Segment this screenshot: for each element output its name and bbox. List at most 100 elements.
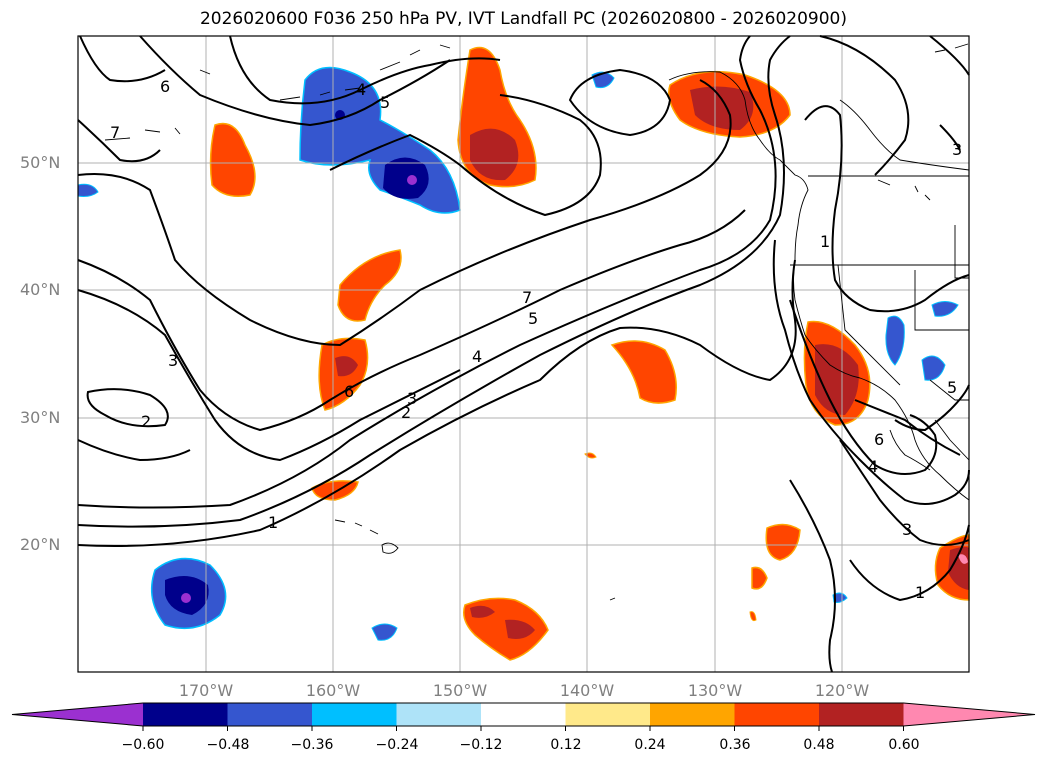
contour-label: 5	[528, 309, 538, 328]
contour-line	[77, 119, 161, 163]
contour-label: 5	[947, 378, 957, 397]
anomaly-blob-positive	[765, 523, 801, 561]
anomaly-core-negative	[181, 593, 191, 603]
anomaly-core-positive	[470, 605, 495, 618]
anomaly-core-positive	[470, 128, 519, 181]
lon-label-130w: 130°W	[687, 681, 743, 700]
contour-label: 4	[472, 347, 482, 366]
anomaly-core-negative	[383, 157, 429, 199]
contour-line	[77, 209, 746, 432]
contour-label: 7	[110, 123, 120, 142]
map-title: 2026020600 F036 250 hPa PV, IVT Landfall…	[199, 9, 847, 29]
contour-label: 7	[522, 288, 532, 307]
colorbar-extend-max	[903, 703, 1035, 726]
colorbar-cell	[650, 703, 735, 726]
anomaly-core-positive	[335, 356, 358, 377]
colorbar-extend-min	[12, 703, 143, 726]
contour-label: 2	[401, 403, 411, 422]
lon-label-160w: 160°W	[305, 681, 361, 700]
anomaly-blob-positive	[751, 566, 768, 590]
anomaly-blob-negative	[931, 301, 959, 317]
contour-label: 6	[160, 77, 170, 96]
anomaly-blob-positive	[209, 122, 256, 197]
contour-line	[77, 35, 777, 509]
colorbar-tick: 0.60	[888, 737, 920, 753]
anomaly-blob-positive	[584, 452, 597, 459]
anomaly-core-negative	[407, 175, 417, 185]
colorbar-cell	[227, 703, 313, 726]
contour-line	[789, 299, 938, 475]
contour-line	[139, 35, 451, 127]
contour-line	[894, 384, 970, 432]
colorbar-tick: −0.48	[206, 737, 250, 753]
anomaly-blob-positive	[610, 340, 677, 404]
anomaly-blob-negative	[77, 183, 99, 197]
contour-line	[804, 105, 970, 313]
contour-line	[929, 35, 970, 76]
pv-anomaly-shading	[77, 46, 970, 661]
contour-line	[86, 388, 169, 428]
lat-label-20n: 20°N	[20, 535, 61, 554]
anomaly-core-positive	[690, 86, 754, 130]
pv-contours	[77, 35, 970, 673]
colorbar-tick: −0.24	[375, 737, 419, 753]
lon-label-120w: 120°W	[814, 681, 870, 700]
contour-label: 4	[356, 80, 366, 99]
anomaly-blob-negative	[832, 592, 848, 603]
colorbar-tick: −0.60	[121, 737, 165, 753]
contour-label: 1	[820, 232, 830, 251]
contour-line	[849, 524, 970, 602]
contour-line	[939, 124, 961, 151]
lon-label-150w: 150°W	[432, 681, 488, 700]
contour-line	[329, 94, 602, 217]
lat-label-30n: 30°N	[20, 408, 61, 427]
lon-label-140w: 140°W	[559, 681, 615, 700]
colorbar-cell	[565, 703, 651, 726]
colorbar-tick: −0.12	[459, 737, 503, 753]
coastlines	[104, 43, 970, 601]
contour-labels: 7 6 4 5 3 2 7 5 4 3 2 1 6 1 4 6 5 3 1 3	[110, 77, 962, 602]
contour-line	[568, 68, 672, 137]
anomaly-core-positive	[815, 344, 859, 415]
colorbar-tick: −0.36	[290, 737, 334, 753]
contour-line	[77, 35, 791, 528]
anomaly-blob-positive	[337, 249, 402, 322]
contour-label: 6	[874, 430, 884, 449]
lon-label-170w: 170°W	[178, 681, 234, 700]
anomaly-blob-negative	[371, 623, 398, 641]
colorbar-cell	[481, 703, 566, 726]
colorbar-cells	[11, 702, 1036, 731]
contour-label: 4	[868, 457, 878, 476]
contour-line	[839, 439, 970, 546]
contour-line	[789, 479, 836, 673]
contour-line	[229, 35, 501, 105]
colorbar-tick: 0.24	[634, 737, 666, 753]
contour-label: 2	[141, 412, 151, 431]
contour-line	[77, 289, 461, 462]
contour-line	[77, 259, 797, 547]
contour-line	[854, 399, 961, 456]
contour-line	[772, 239, 970, 505]
lat-label-40n: 40°N	[20, 280, 61, 299]
colorbar-cell	[819, 703, 904, 726]
contour-line	[819, 35, 910, 176]
lat-label-50n: 50°N	[20, 153, 61, 172]
contour-label: 3	[168, 351, 178, 370]
lat-lon-grid	[78, 36, 969, 672]
colorbar-tick: 0.12	[550, 737, 582, 753]
contour-line	[79, 35, 166, 83]
contour-label: 5	[380, 93, 390, 112]
contour-label: 6	[344, 382, 354, 401]
contour-line	[77, 439, 191, 462]
contour-label: 3	[902, 520, 912, 539]
contour-label: 1	[268, 513, 278, 532]
colorbar-cell	[312, 703, 397, 726]
contour-label: 3	[952, 140, 962, 159]
anomaly-blob-negative	[885, 315, 905, 366]
contour-line	[77, 79, 732, 347]
anomaly-blob-positive	[749, 611, 757, 622]
anomaly-core-positive	[958, 554, 968, 564]
colorbar-cell	[396, 703, 482, 726]
colorbar-cell	[734, 703, 820, 726]
